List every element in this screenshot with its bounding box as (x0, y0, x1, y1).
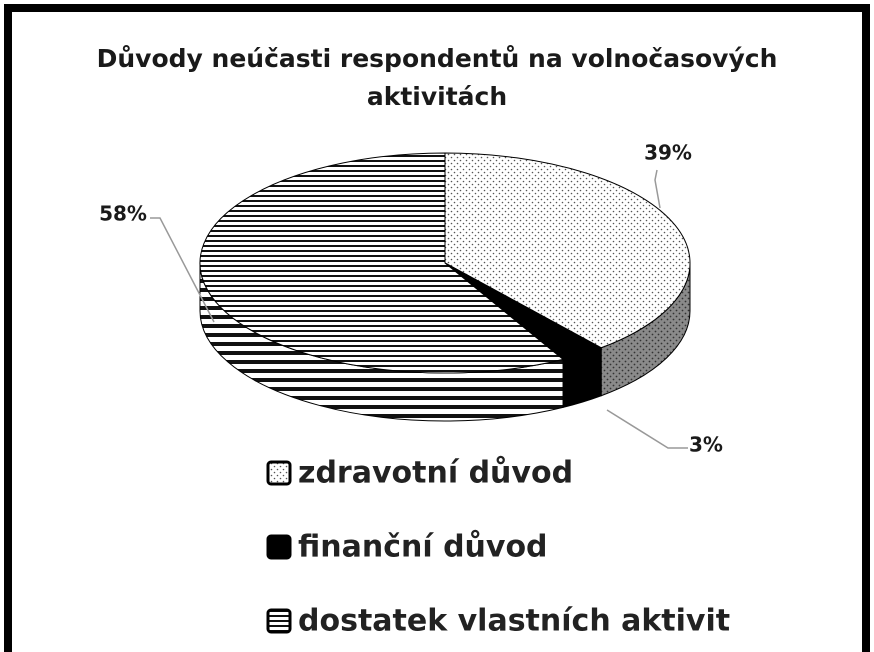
leader-line (150, 217, 215, 323)
legend-label: dostatek vlastních aktivit (298, 604, 730, 639)
legend-swatch (266, 460, 292, 486)
legend: zdravotní důvod finanční důvod dostatek vl… (266, 455, 730, 639)
data-label: 3% (689, 433, 723, 457)
chart-title: Důvody neúčasti respondentů na volnočaso… (97, 44, 778, 73)
legend-label: zdravotní důvod (298, 455, 573, 491)
legend-label: finanční důvod (298, 529, 548, 565)
pie-tops (199, 152, 691, 374)
pie-slice (199, 152, 565, 374)
frame (4, 4, 870, 652)
leader-line (654, 169, 661, 209)
chart-title: aktivitách (367, 82, 507, 111)
legend-swatch (266, 534, 292, 560)
data-label: 39% (644, 141, 692, 165)
data-labels: 39% 3% 58% (99, 141, 723, 457)
pie-slice (444, 152, 691, 349)
leader-line (606, 409, 688, 449)
data-label: 58% (99, 202, 147, 226)
legend-swatch (266, 608, 292, 634)
